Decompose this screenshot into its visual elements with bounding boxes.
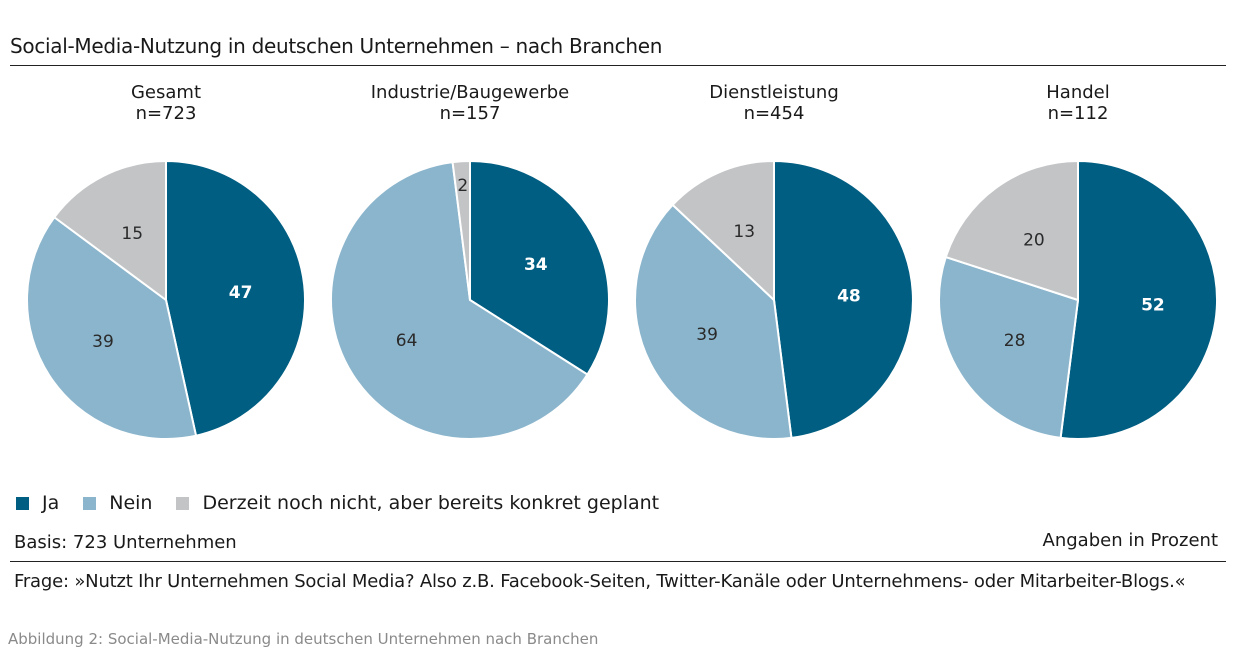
slice-label-geplant: 2 [457, 176, 468, 196]
slice-nein [330, 161, 589, 440]
slice-label-nein: 39 [92, 332, 114, 352]
slice-nein [938, 256, 1079, 439]
slice-nein [634, 203, 793, 440]
slice-label-nein: 28 [1004, 331, 1026, 351]
chart-title: Social-Media-Nutzung in deutschen Untern… [10, 34, 663, 58]
slice-geplant [944, 160, 1079, 301]
pie-sample-size: n=112 [1048, 103, 1109, 124]
legend-item-geplant: Derzeit noch nicht, aber bereits konkret… [176, 492, 659, 514]
legend-swatch-nein [83, 496, 97, 510]
survey-question: Frage: »Nutzt Ihr Unternehmen Social Med… [14, 571, 1186, 592]
slice-geplant [451, 160, 471, 301]
legend-item-nein: Nein [83, 492, 152, 514]
slice-ja [773, 160, 914, 439]
pie-title: Gesamt [131, 82, 201, 103]
pie-charts: Gesamtn=723473915Industrie/Baugewerben=1… [26, 82, 1218, 440]
legend-item-ja: Ja [16, 492, 59, 514]
pie-title: Handel [1046, 82, 1109, 103]
slice-nein [26, 216, 198, 440]
top-divider [10, 65, 1226, 66]
slice-label-ja: 47 [229, 283, 253, 303]
slice-geplant [671, 160, 775, 301]
pie-sample-size: n=454 [744, 103, 805, 124]
pie-title: Dienstleistung [709, 82, 839, 103]
legend-swatch-ja [16, 496, 29, 510]
unit-note: Angaben in Prozent [1042, 530, 1218, 551]
figure-caption: Abbildung 2: Social-Media-Nutzung in deu… [8, 630, 599, 648]
slice-ja [1059, 160, 1218, 440]
pie-sample-size: n=723 [136, 103, 197, 124]
slice-label-nein: 64 [396, 331, 418, 351]
legend-label-ja: Ja [42, 492, 60, 514]
basis-note: Basis: 723 Unternehmen [14, 532, 237, 553]
legend-swatch-geplant [176, 496, 190, 510]
footer-divider [10, 561, 1226, 562]
legend-label-nein: Nein [109, 492, 153, 514]
pie-title: Industrie/Baugewerbe [371, 82, 570, 103]
legend-label-geplant: Derzeit noch nicht, aber bereits konkret… [202, 492, 660, 514]
slice-label-ja: 52 [1141, 296, 1165, 316]
slice-label-ja: 48 [837, 286, 861, 306]
slice-label-nein: 39 [696, 325, 718, 345]
slice-label-geplant: 13 [733, 222, 755, 242]
slice-label-geplant: 20 [1023, 230, 1045, 250]
pie-sample-size: n=157 [440, 103, 501, 124]
slice-label-ja: 34 [524, 255, 548, 275]
slice-label-geplant: 15 [121, 224, 143, 244]
slice-geplant [53, 160, 167, 301]
legend: Ja Nein Derzeit noch nicht, aber bereits… [16, 492, 683, 514]
slice-ja [165, 160, 306, 437]
